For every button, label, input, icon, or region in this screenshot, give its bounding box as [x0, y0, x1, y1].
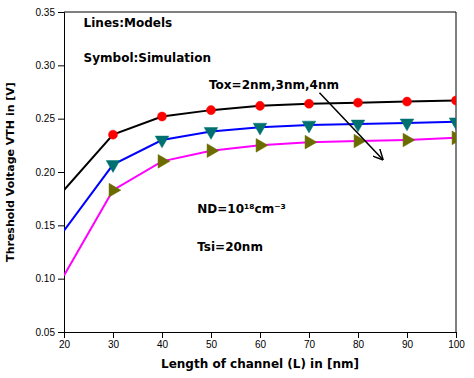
simulation-point	[158, 155, 170, 169]
annotations: Lines:Models Symbol:Simulation Tox=2nm,3nm…	[84, 16, 383, 254]
x-axis-tick-label: 40	[157, 339, 169, 350]
x-axis-tick: 70	[304, 332, 316, 350]
y-axis-tick-label: 0.25	[36, 113, 56, 124]
x-axis-tick-label: 80	[353, 339, 365, 350]
x-axis-title: Length of channel (L) in [nm]	[161, 357, 359, 371]
y-axis-tick-mark	[58, 12, 64, 13]
simulation-point	[351, 120, 365, 132]
simulation-point	[204, 128, 218, 140]
x-axis: 20 30 40 50 60 70 80 90 100	[59, 332, 465, 350]
annotation: Tox=2nm,3nm,4nm	[209, 78, 339, 92]
x-axis-tick: 40	[157, 332, 169, 350]
y-axis-tick-label: 0.35	[36, 7, 56, 18]
x-axis-tick-mark	[162, 332, 163, 338]
simulation-point	[207, 144, 219, 158]
y-axis-tick: 0.35	[36, 7, 64, 18]
simulation-point	[106, 161, 120, 173]
x-axis-tick-mark	[358, 332, 359, 338]
y-axis-tick-label: 0.15	[36, 220, 56, 231]
x-axis-tick-label: 60	[255, 339, 267, 350]
y-axis-tick: 0.20	[36, 167, 64, 178]
x-axis-tick: 90	[402, 332, 414, 350]
plot: 20304050607080901000.050.100.150.200.250…	[4, 7, 465, 371]
annotation: ND=10¹⁸cm⁻³	[197, 202, 285, 216]
x-axis-tick: 60	[255, 332, 267, 350]
x-axis-tick-label: 50	[206, 339, 218, 350]
y-axis-tick-mark	[58, 65, 64, 66]
y-axis-tick-mark	[58, 225, 64, 226]
x-axis-tick: 50	[206, 332, 218, 350]
simulation-point	[206, 106, 215, 115]
x-axis-line	[65, 333, 457, 339]
simulation-point	[449, 118, 456, 130]
x-axis-tick-label: 20	[59, 339, 71, 350]
y-axis-tick: 0.10	[36, 273, 64, 284]
x-axis-tick: 20	[59, 332, 71, 350]
simulation-point	[304, 99, 313, 108]
simulation-point	[255, 101, 264, 110]
simulation-point	[109, 183, 121, 197]
frame	[456, 12, 457, 332]
simulation-point	[353, 98, 362, 107]
y-axis-tick-mark	[58, 172, 64, 173]
x-axis-tick-mark	[309, 332, 310, 338]
y-axis-tick-mark	[58, 332, 64, 333]
y-axis: 0.05 0.10 0.15 0.20 0.25 0.30 0.35	[36, 7, 65, 338]
x-axis-tick-label: 70	[304, 339, 316, 350]
x-axis-tick-mark	[113, 332, 114, 338]
marks	[64, 96, 456, 275]
simulation-point	[302, 121, 316, 133]
x-axis-tick-label: 100	[448, 339, 465, 350]
model-line	[64, 101, 456, 191]
annotation: Symbol:Simulation	[84, 51, 211, 65]
chart: 20304050607080901000.050.100.150.200.250…	[0, 0, 474, 378]
model-line	[64, 122, 456, 231]
y-axis-tick: 0.25	[36, 113, 64, 124]
y-axis-tick-mark	[58, 279, 64, 280]
y-axis-line	[58, 13, 65, 333]
simulation-point	[402, 97, 411, 106]
simulation-point	[400, 119, 414, 131]
y-axis-tick-label: 0.05	[36, 327, 56, 338]
y-axis-title: Threshold Voltage VTH in [V]	[4, 82, 17, 262]
y-axis-tick: 0.15	[36, 220, 64, 231]
y-axis-tick-label: 0.10	[36, 273, 56, 284]
y-axis-tick-label: 0.30	[36, 60, 56, 71]
x-axis-tick-mark	[407, 332, 408, 338]
annotation: Lines:Models	[84, 16, 173, 30]
simulation-point	[403, 133, 415, 147]
y-axis-tick: 0.30	[36, 60, 64, 71]
annotation-arrow	[319, 93, 382, 159]
simulation-point	[157, 112, 166, 121]
x-axis-tick: 80	[353, 332, 365, 350]
y-axis-tick-label: 0.20	[36, 167, 56, 178]
annotation: Tsi=20nm	[197, 240, 263, 254]
y-axis-tick-mark	[58, 119, 64, 120]
simulation-point	[155, 136, 169, 148]
simulation-point	[452, 131, 456, 145]
x-axis-tick-mark	[211, 332, 212, 338]
y-axis-tick: 0.05	[36, 327, 64, 338]
simulation-point	[256, 139, 268, 153]
x-axis-tick-label: 30	[108, 339, 120, 350]
simulation-point	[253, 123, 267, 135]
x-axis-tick-label: 90	[402, 339, 414, 350]
simulation-point	[451, 96, 456, 105]
x-axis-tick-mark	[456, 332, 457, 338]
simulation-point	[305, 135, 317, 149]
model-line	[64, 138, 456, 276]
x-axis-tick: 100	[448, 332, 465, 350]
simulation-point	[108, 130, 117, 139]
frame	[64, 12, 456, 13]
x-axis-tick: 30	[108, 332, 120, 350]
x-axis-tick-mark	[260, 332, 261, 338]
